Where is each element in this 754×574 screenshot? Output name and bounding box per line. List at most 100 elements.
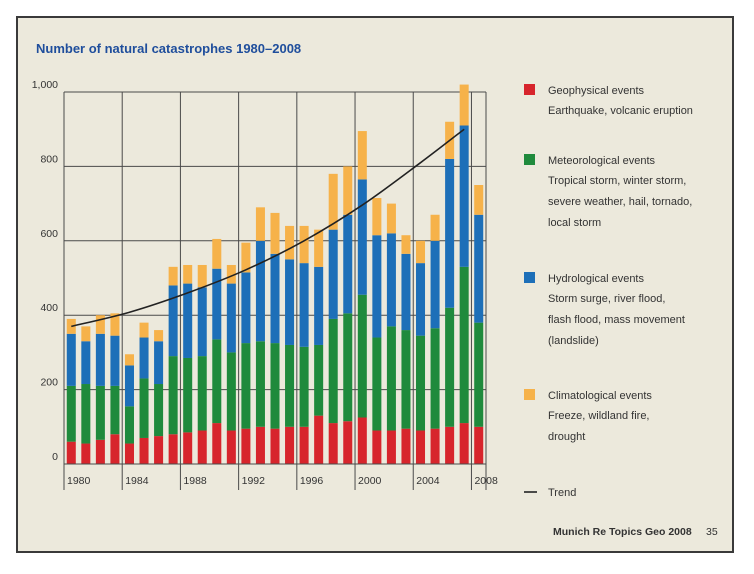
bar-geophysical-events1986 xyxy=(154,436,164,464)
x-tick-label: 2000 xyxy=(358,475,382,487)
bar-hydrological-events2001 xyxy=(372,235,382,338)
bar-geophysical-events2000 xyxy=(357,417,367,464)
legend-description: Earthquake, volcanic eruption xyxy=(548,105,693,117)
bar-meteorological-events2006 xyxy=(445,307,455,427)
bar-meteorological-events1987 xyxy=(168,356,178,435)
bar-climatological-events2000 xyxy=(357,131,367,180)
footer-page: 35 xyxy=(706,526,718,538)
trend-line xyxy=(71,128,465,328)
bar-geophysical-events1981 xyxy=(81,443,91,464)
x-tick-label: 2004 xyxy=(416,475,440,487)
legend-description: Freeze, wildland fire, xyxy=(548,410,650,422)
bar-meteorological-events1996 xyxy=(299,346,309,427)
bar-hydrological-events2005 xyxy=(430,240,440,329)
y-tick-label: 400 xyxy=(40,302,58,314)
bar-climatological-events1983 xyxy=(110,313,120,336)
x-tick-label: 1988 xyxy=(183,475,207,487)
bar-meteorological-events1984 xyxy=(124,406,134,444)
bar-meteorological-events1992 xyxy=(241,343,251,429)
legend-description: drought xyxy=(548,431,585,443)
bar-climatological-events1982 xyxy=(95,315,105,334)
legend-description: (landslide) xyxy=(548,335,599,347)
bar-meteorological-events1986 xyxy=(154,384,164,437)
bar-hydrological-events1986 xyxy=(154,341,164,385)
bar-hydrological-events1984 xyxy=(124,365,134,407)
bar-climatological-events1995 xyxy=(285,225,295,260)
bar-geophysical-events2001 xyxy=(372,430,382,464)
bar-geophysical-events1989 xyxy=(197,430,207,464)
bar-hydrological-events2003 xyxy=(401,253,411,331)
bar-meteorological-events1990 xyxy=(212,339,222,424)
bar-geophysical-events1988 xyxy=(183,432,193,464)
bar-hydrological-events1987 xyxy=(168,285,178,357)
bar-climatological-events1989 xyxy=(197,264,207,288)
legend-swatch xyxy=(524,154,535,165)
bar-meteorological-events1980 xyxy=(66,385,76,442)
legend-label: Climatological events xyxy=(548,390,652,402)
bar-meteorological-events1981 xyxy=(81,384,91,444)
legend-description: severe weather, hail, tornado, xyxy=(548,196,692,208)
bar-meteorological-events1999 xyxy=(343,313,353,422)
bar-climatological-events1988 xyxy=(183,264,193,284)
bar-meteorological-events1993 xyxy=(255,341,265,427)
legend-description: local storm xyxy=(548,217,601,229)
bar-climatological-events1986 xyxy=(154,330,164,342)
bar-climatological-events2001 xyxy=(372,198,382,236)
bar-climatological-events1991 xyxy=(226,264,236,284)
y-tick-label: 0 xyxy=(52,451,58,463)
bar-hydrological-events1980 xyxy=(66,333,76,386)
bar-meteorological-events1985 xyxy=(139,378,149,438)
bar-geophysical-events2008 xyxy=(474,426,484,464)
bar-climatological-events1999 xyxy=(343,166,353,215)
bar-meteorological-events2004 xyxy=(416,335,426,431)
bar-meteorological-events1998 xyxy=(328,318,338,424)
bar-geophysical-events1998 xyxy=(328,423,338,464)
legend-label: Hydrological events xyxy=(548,273,644,285)
bar-hydrological-events2008 xyxy=(474,214,484,323)
bar-hydrological-events1981 xyxy=(81,341,91,385)
bar-hydrological-events1997 xyxy=(314,266,324,345)
bar-geophysical-events2004 xyxy=(416,430,426,464)
bar-hydrological-events2007 xyxy=(459,125,469,267)
bar-hydrological-events2002 xyxy=(386,233,396,327)
bar-hydrological-events1995 xyxy=(285,259,295,345)
bar-climatological-events1997 xyxy=(314,229,324,267)
footer-source: Munich Re Topics Geo 2008 xyxy=(553,526,692,538)
chart-title: Number of natural catastrophes 1980–2008 xyxy=(36,41,301,56)
bar-geophysical-events1987 xyxy=(168,434,178,464)
bar-geophysical-events1985 xyxy=(139,437,149,464)
legend-description: Tropical storm, winter storm, xyxy=(548,175,686,187)
bar-geophysical-events1994 xyxy=(270,428,280,464)
bar-climatological-events1998 xyxy=(328,173,338,230)
bar-climatological-events2007 xyxy=(459,84,469,126)
bar-hydrological-events1994 xyxy=(270,253,280,344)
bar-hydrological-events1990 xyxy=(212,268,222,340)
x-tick-label: 1980 xyxy=(67,475,91,487)
legend-label: Meteorological events xyxy=(548,155,656,167)
legend-swatch xyxy=(524,84,535,95)
bar-meteorological-events2002 xyxy=(386,326,396,431)
bar-geophysical-events1996 xyxy=(299,426,309,464)
bar-geophysical-events2002 xyxy=(386,430,396,464)
legend-swatch xyxy=(524,272,535,283)
bar-geophysical-events1991 xyxy=(226,430,236,464)
bar-climatological-events1984 xyxy=(124,354,134,366)
bar-hydrological-events1985 xyxy=(139,337,149,379)
bar-geophysical-events1980 xyxy=(66,441,76,464)
bar-hydrological-events1996 xyxy=(299,263,309,347)
bar-geophysical-events2006 xyxy=(445,426,455,464)
bar-climatological-events1993 xyxy=(255,207,265,241)
y-tick-label: 1,000 xyxy=(32,79,58,91)
bar-hydrological-events1988 xyxy=(183,283,193,358)
bar-geophysical-events1983 xyxy=(110,434,120,464)
bar-hydrological-events1991 xyxy=(226,283,236,353)
x-tick-label: 1992 xyxy=(242,475,266,487)
bar-meteorological-events2008 xyxy=(474,322,484,427)
bar-meteorological-events2007 xyxy=(459,266,469,424)
bar-climatological-events1985 xyxy=(139,322,149,338)
legend-swatch xyxy=(524,389,535,400)
bar-meteorological-events1991 xyxy=(226,352,236,431)
legend-description: flash flood, mass movement xyxy=(548,314,685,326)
y-tick-label: 800 xyxy=(40,153,58,165)
chart-frame: Number of natural catastrophes 1980–2008… xyxy=(16,16,734,553)
